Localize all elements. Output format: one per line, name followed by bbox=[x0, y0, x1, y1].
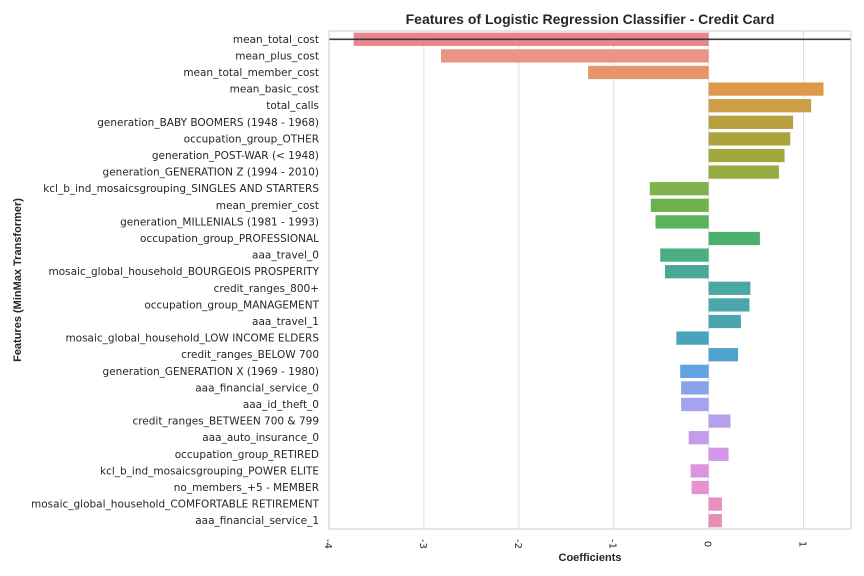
bar bbox=[708, 497, 722, 511]
bar bbox=[691, 480, 709, 495]
x-tick-label: -3 bbox=[417, 539, 428, 549]
bar bbox=[708, 414, 731, 428]
bar bbox=[708, 82, 824, 96]
x-tick-label: -1 bbox=[607, 539, 618, 549]
bar bbox=[649, 182, 709, 196]
x-tick-label: -2 bbox=[512, 539, 523, 549]
bar bbox=[688, 431, 709, 445]
category-label: mosaic_global_household_LOW INCOME ELDER… bbox=[65, 333, 319, 345]
category-label: mean_total_member_cost bbox=[183, 67, 319, 79]
x-axis-title: Coefficients bbox=[559, 552, 622, 564]
category-label: mean_basic_cost bbox=[230, 84, 319, 96]
bar bbox=[708, 281, 751, 295]
category-label: aaa_financial_service_0 bbox=[195, 382, 319, 394]
bar bbox=[676, 331, 709, 345]
bar bbox=[708, 132, 791, 146]
plot-frame bbox=[328, 30, 852, 530]
category-label: no_members_+5 - MEMBER bbox=[174, 482, 319, 494]
x-tick-labels: -4 -3 -2 -1 0 1 bbox=[322, 539, 808, 549]
y-axis-title: Features (MinMax Transformer) bbox=[12, 198, 24, 362]
category-label: aaa_travel_0 bbox=[252, 250, 319, 262]
bar bbox=[708, 514, 722, 528]
category-labels: mean_total_cost mean_plus_cost mean_total_… bbox=[31, 34, 320, 527]
category-label: mean_total_cost bbox=[233, 34, 319, 46]
bar bbox=[655, 215, 709, 229]
category-label: generation_BABY BOOMERS (1948 - 1968) bbox=[97, 117, 319, 129]
bar bbox=[708, 447, 729, 461]
bar bbox=[708, 148, 785, 163]
category-label: generation_POST-WAR (< 1948) bbox=[152, 150, 319, 162]
category-label: mosaic_global_household_COMFORTABLE RETI… bbox=[31, 499, 320, 511]
category-label: generation_MILLENIALS (1981 - 1993) bbox=[120, 216, 319, 228]
chart-title: Features of Logistic Regression Classifi… bbox=[406, 11, 775, 27]
category-label: credit_ranges_BETWEEN 700 & 799 bbox=[132, 416, 319, 428]
bar bbox=[680, 364, 709, 378]
category-label: aaa_id_theft_0 bbox=[243, 399, 319, 411]
category-label: kcl_b_ind_mosaicsgrouping_POWER ELITE bbox=[100, 465, 319, 477]
category-label: occupation_group_PROFESSIONAL bbox=[140, 233, 319, 245]
bar bbox=[650, 198, 709, 212]
x-tick-label: -4 bbox=[322, 539, 333, 549]
bar bbox=[681, 381, 709, 395]
category-label: aaa_auto_insurance_0 bbox=[202, 432, 319, 444]
category-label: generation_GENERATION X (1969 - 1980) bbox=[103, 366, 319, 378]
category-label: mean_plus_cost bbox=[235, 50, 319, 62]
bar bbox=[440, 49, 709, 63]
category-label: aaa_financial_service_1 bbox=[195, 515, 319, 527]
category-label: generation_GENERATION Z (1994 - 2010) bbox=[103, 167, 319, 179]
category-label: total_calls bbox=[266, 100, 319, 112]
bar-group bbox=[353, 32, 824, 528]
bar bbox=[708, 298, 750, 312]
x-tick-label: 1 bbox=[797, 541, 808, 547]
bar bbox=[708, 99, 812, 113]
category-label: occupation_group_RETIRED bbox=[175, 449, 319, 461]
category-label: occupation_group_OTHER bbox=[184, 133, 319, 145]
x-tick-label: 0 bbox=[702, 541, 713, 547]
category-label: kcl_b_ind_mosaicsgrouping_SINGLES AND ST… bbox=[43, 183, 319, 195]
bar bbox=[681, 397, 709, 412]
bar bbox=[708, 231, 760, 246]
category-label: credit_ranges_800+ bbox=[214, 283, 319, 295]
bar bbox=[708, 115, 794, 129]
category-label: aaa_travel_1 bbox=[252, 316, 319, 328]
category-label: occupation_group_MANAGEMENT bbox=[144, 299, 319, 311]
bar bbox=[708, 348, 739, 362]
bar bbox=[690, 464, 709, 478]
bar bbox=[660, 248, 709, 262]
bar bbox=[708, 165, 779, 179]
category-label: mean_premier_cost bbox=[216, 200, 319, 212]
category-label: mosaic_global_household_BOURGEOIS PROSPE… bbox=[49, 266, 320, 278]
bar bbox=[664, 265, 709, 279]
category-label: credit_ranges_BELOW 700 bbox=[181, 349, 319, 361]
bar bbox=[708, 314, 741, 329]
bar bbox=[588, 65, 709, 80]
